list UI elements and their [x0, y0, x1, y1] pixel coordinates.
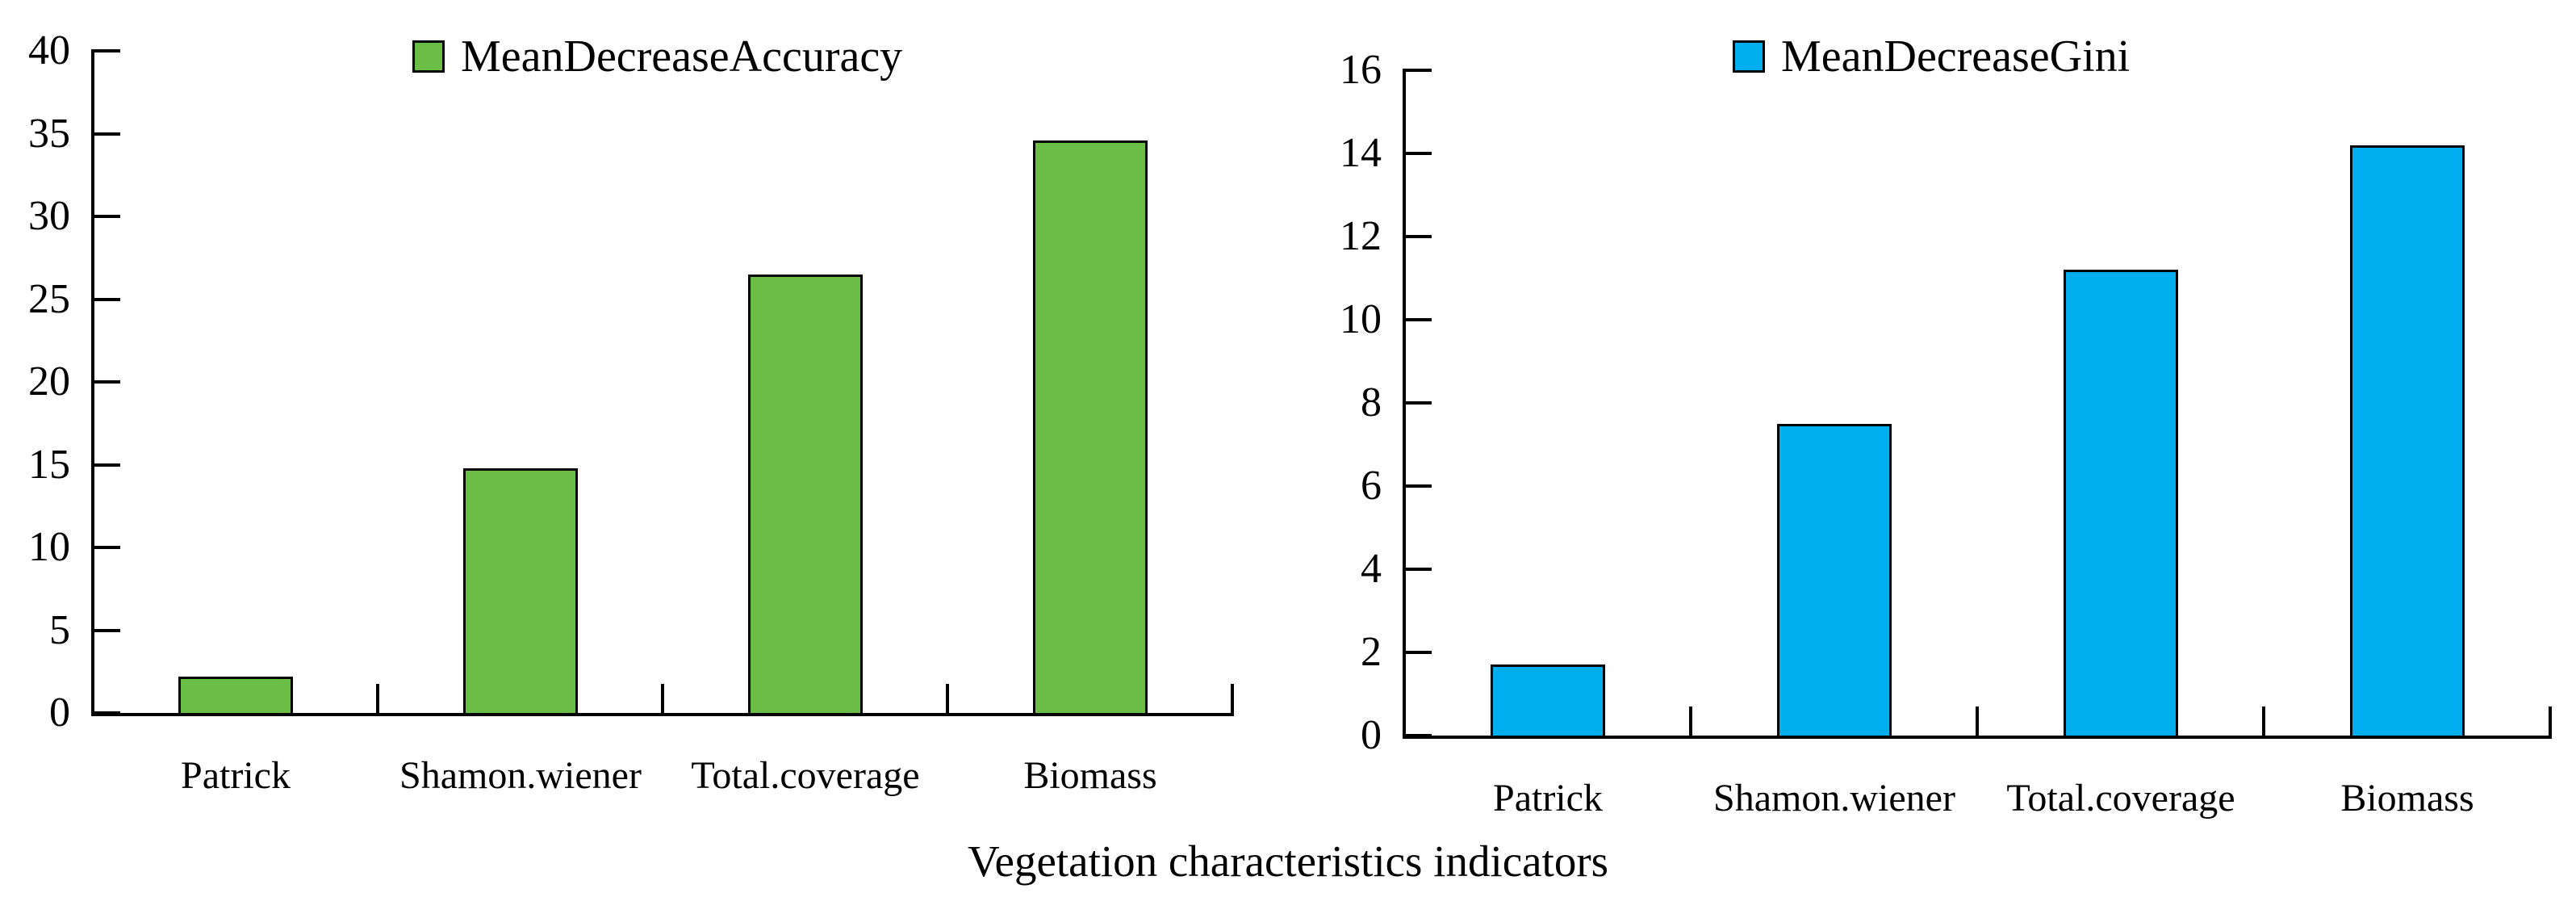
y-tick-label: 25 — [28, 276, 70, 322]
category-label-biomass: Biomass — [1023, 754, 1157, 797]
y-tick-label: 30 — [28, 193, 70, 239]
y-tick-label: 40 — [28, 27, 70, 73]
bar-total.coverage — [748, 275, 863, 713]
y-tick — [1406, 484, 1432, 488]
y-tick — [1406, 651, 1432, 654]
chart-mean-decrease-gini: 0 2 4 6 8 10 12 14 16 Patrick Shamon.wiener Total.c… — [1288, 0, 2576, 914]
y-tick — [1406, 318, 1432, 321]
y-tick-label: 12 — [1340, 213, 1382, 259]
bar-patrick — [1491, 665, 1605, 736]
legend-swatch-green — [412, 40, 445, 73]
y-tick — [94, 546, 120, 549]
x-tick — [2549, 706, 2552, 736]
category-label-shamon.wiener: Shamon.wiener — [1713, 777, 1955, 820]
category-label-total.coverage: Total.coverage — [2006, 777, 2235, 820]
y-tick-label: 2 — [1361, 629, 1382, 675]
category-label-shamon.wiener: Shamon.wiener — [399, 754, 642, 797]
legend-mean-decrease-gini: MeanDecreaseGini — [1733, 31, 2131, 82]
y-tick — [94, 711, 120, 715]
y-tick-label: 4 — [1361, 546, 1382, 592]
y-tick-label: 14 — [1340, 130, 1382, 176]
category-label-patrick: Patrick — [181, 754, 291, 797]
y-tick-label: 10 — [1340, 296, 1382, 342]
x-axis — [1403, 736, 2552, 739]
y-tick-label: 16 — [1340, 47, 1382, 93]
legend-swatch-blue — [1733, 40, 1765, 73]
y-tick-label: 20 — [28, 358, 70, 405]
bar-shamon.wiener — [1777, 424, 1892, 736]
y-tick-label: 15 — [28, 442, 70, 488]
category-label-total.coverage: Total.coverage — [691, 754, 920, 797]
legend-mean-decrease-accuracy: MeanDecreaseAccuracy — [412, 31, 903, 82]
y-tick-label: 8 — [1361, 379, 1382, 426]
bar-patrick — [178, 677, 293, 713]
y-tick-label: 0 — [1361, 712, 1382, 758]
y-tick — [94, 49, 120, 52]
y-tick — [1406, 152, 1432, 155]
x-axis-title: Vegetation characteristics indicators — [967, 836, 1609, 886]
y-tick — [94, 463, 120, 467]
x-axis — [91, 713, 1234, 716]
y-tick — [94, 132, 120, 136]
y-tick — [1406, 235, 1432, 238]
legend-label: MeanDecreaseGini — [1781, 31, 2131, 82]
y-tick — [1406, 401, 1432, 405]
y-tick-label: 0 — [49, 690, 70, 736]
y-tick — [1406, 568, 1432, 571]
y-axis — [91, 49, 94, 716]
bar-biomass — [2350, 145, 2465, 736]
x-tick — [946, 684, 949, 713]
category-label-patrick: Patrick — [1493, 777, 1603, 820]
x-tick — [2262, 706, 2265, 736]
category-label-biomass: Biomass — [2340, 777, 2474, 820]
y-tick — [94, 629, 120, 632]
y-tick — [94, 298, 120, 301]
bar-total.coverage — [2064, 270, 2178, 736]
bar-biomass — [1033, 140, 1148, 713]
x-tick — [1976, 706, 1979, 736]
y-tick — [94, 215, 120, 218]
x-tick — [1689, 706, 1692, 736]
chart-mean-decrease-accuracy: 0 5 10 15 20 25 30 35 40 Patrick Shamon.wiener Tota… — [28, 27, 1234, 797]
y-tick — [1406, 69, 1432, 72]
y-tick-label: 10 — [28, 524, 70, 570]
x-tick — [661, 684, 664, 713]
y-tick — [94, 380, 120, 384]
y-tick — [1406, 734, 1432, 737]
bar-shamon.wiener — [463, 468, 578, 713]
y-tick-label: 5 — [49, 607, 70, 653]
y-tick-label: 35 — [28, 111, 70, 157]
y-axis — [1403, 69, 1406, 739]
y-tick-label: 6 — [1361, 463, 1382, 509]
x-tick — [1231, 684, 1234, 713]
legend-label: MeanDecreaseAccuracy — [461, 31, 903, 82]
x-tick — [376, 684, 379, 713]
